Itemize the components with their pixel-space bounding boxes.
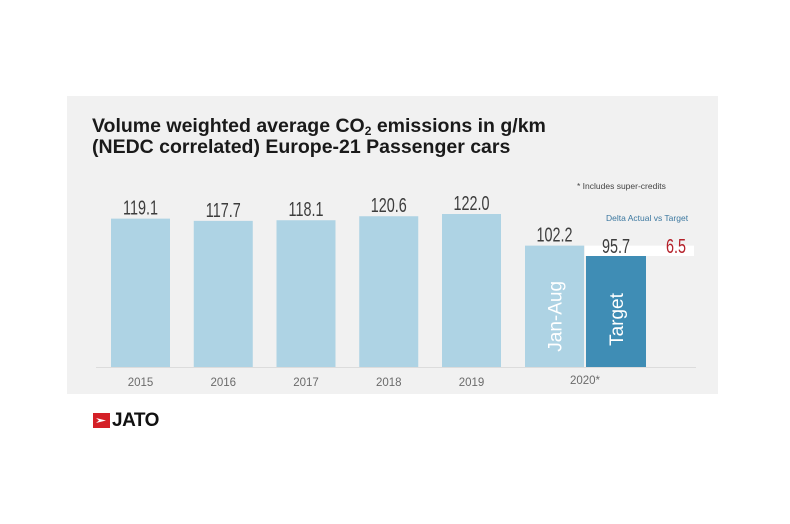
title-part: emissions in g/km	[371, 115, 546, 137]
jato-logo-mark-icon	[93, 413, 110, 428]
bar-2016	[193, 220, 253, 367]
jato-logo: JATO	[93, 410, 159, 431]
bar-2019	[442, 214, 501, 367]
value-label: 122.0	[454, 192, 490, 215]
x-tick-label: 2018	[376, 377, 402, 389]
footnote: * Includes super-credits	[577, 181, 666, 191]
chart-title: Volume weighted average CO2 emissions in…	[92, 116, 546, 158]
bar-2017	[276, 220, 336, 367]
bar-2015	[111, 218, 170, 367]
delta-band	[585, 245, 694, 256]
title-line1: Volume weighted average CO2 emissions in…	[92, 115, 546, 138]
bar-2020-jan-aug	[525, 245, 584, 367]
value-label: 119.1	[123, 196, 158, 219]
value-label: 117.7	[206, 199, 241, 222]
value-label: 120.6	[371, 194, 407, 217]
x-tick-label: 2017	[293, 377, 319, 389]
jato-logo-text: JATO	[112, 410, 159, 431]
x-tick-label: 2019	[459, 377, 485, 389]
bar-2018	[359, 216, 419, 367]
value-label: 118.1	[289, 198, 324, 221]
value-label: 95.7	[602, 235, 630, 258]
title-line2: (NEDC correlated) Europe-21 Passenger ca…	[92, 136, 511, 158]
title-part: Volume weighted average CO	[92, 115, 365, 137]
x-tick-label: 2016	[210, 377, 236, 389]
title-subscript: 2	[364, 124, 372, 138]
x-tick-label: 2020*	[570, 375, 601, 387]
delta-label: Delta Actual vs Target	[606, 213, 689, 223]
x-tick-label: 2015	[128, 377, 154, 389]
bar-inner-label: Target	[607, 292, 628, 346]
bar-inner-label: Jan-Aug	[546, 281, 567, 352]
delta-value: 6.5	[666, 235, 686, 258]
bar-2020-target	[586, 256, 646, 367]
value-label: 102.2	[537, 223, 573, 246]
